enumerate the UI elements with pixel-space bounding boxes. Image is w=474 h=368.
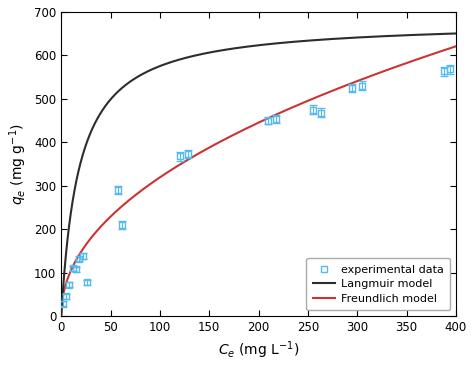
Legend: experimental data, Langmuir model, Freundlich model: experimental data, Langmuir model, Freun…	[306, 258, 450, 311]
Y-axis label: $q_e\ \mathrm{(mg\ g^{-1})}$: $q_e\ \mathrm{(mg\ g^{-1})}$	[7, 123, 28, 205]
X-axis label: $C_e\ \mathrm{(mg\ L^{-1})}$: $C_e\ \mathrm{(mg\ L^{-1})}$	[218, 339, 300, 361]
